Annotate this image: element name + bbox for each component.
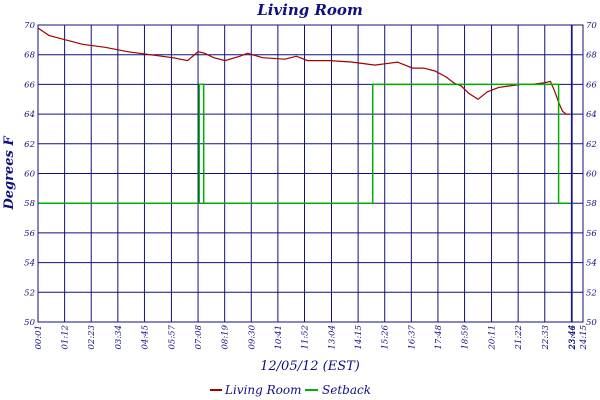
y-tick-label-left: 70 [24, 21, 35, 31]
y-tick-label-right: 68 [586, 51, 597, 61]
y-tick-label-right: 70 [586, 21, 597, 31]
y-tick-label-right: 66 [586, 80, 597, 90]
y-axis-label: Degrees F [2, 136, 17, 211]
y-tick-label-left: 62 [24, 140, 35, 150]
x-tick-label: 03:34 [114, 325, 124, 350]
x-axis-label: 12/05/12 (EST) [260, 359, 360, 374]
x-tick-label: 18:59 [461, 324, 471, 349]
legend: Living Room Setback [210, 383, 371, 397]
y-tick-label-left: 68 [24, 51, 35, 61]
y-tick-label-left: 54 [24, 259, 35, 269]
y-tick-label-left: 60 [24, 170, 35, 180]
y-tick-label-right: 62 [586, 140, 597, 150]
x-tick-label: 23:46 [568, 324, 578, 350]
y-tick-label-right: 64 [586, 110, 597, 120]
legend-label-living-room: Living Room [224, 383, 302, 397]
x-tick-label: 11:52 [301, 325, 311, 350]
x-tick-label: 01:12 [61, 325, 71, 350]
x-tick-label: 10:41 [274, 325, 284, 350]
x-tick-label: 04:45 [140, 325, 150, 350]
y-tick-label-left: 58 [24, 199, 35, 209]
x-tick-label: 08:19 [221, 324, 231, 349]
chart-title: Living Room [256, 1, 363, 19]
series-line-setback [38, 83, 570, 204]
y-tick-label-right: 52 [586, 288, 597, 298]
y-tick-label-right: 56 [586, 229, 597, 239]
x-tick-label: 09:30 [247, 324, 257, 349]
y-tick-label-right: 50 [586, 318, 597, 328]
y-ticks-left: 50 52 54 56 58 60 62 64 66 68 70 [24, 21, 35, 328]
x-tick-label: 02:23 [87, 325, 97, 350]
x-tick-label: 20:11 [488, 325, 498, 351]
y-tick-label-left: 52 [24, 288, 35, 298]
x-tick-label: 23:44 [567, 325, 577, 351]
x-tick-label: 14:15 [354, 325, 364, 350]
y-tick-label-right: 60 [586, 170, 597, 180]
y-tick-label-left: 50 [24, 318, 35, 328]
x-tick-label: 05:57 [167, 324, 177, 349]
x-tick-label: 16:37 [407, 324, 417, 349]
x-tick-label: 00:01 [34, 325, 44, 350]
y-tick-label-left: 66 [24, 80, 35, 90]
y-tick-label-right: 54 [586, 259, 597, 269]
x-ticks: 00:01 01:12 02:23 03:34 04:45 05:57 07:08 08:19… [34, 324, 589, 350]
x-tick-label: 13:04 [327, 325, 337, 350]
x-tick-label: 17:48 [434, 324, 444, 349]
x-tick-label: 21:22 [514, 325, 524, 351]
x-tick-label: 15:26 [381, 324, 391, 349]
series-group [37, 27, 570, 204]
legend-label-setback: Setback [322, 383, 371, 397]
x-tick-label: 07:08 [194, 324, 204, 349]
x-tick-label: 22:33 [541, 325, 551, 351]
plot-frame [37, 24, 584, 323]
y-ticks-right: 50 52 54 56 58 60 62 64 66 68 70 [586, 21, 597, 328]
grid [37, 24, 584, 323]
y-tick-label-right: 58 [586, 199, 597, 209]
y-tick-label-left: 56 [24, 229, 35, 239]
x-tick-label: 24:15 [579, 325, 589, 351]
y-tick-label-left: 64 [24, 110, 35, 120]
